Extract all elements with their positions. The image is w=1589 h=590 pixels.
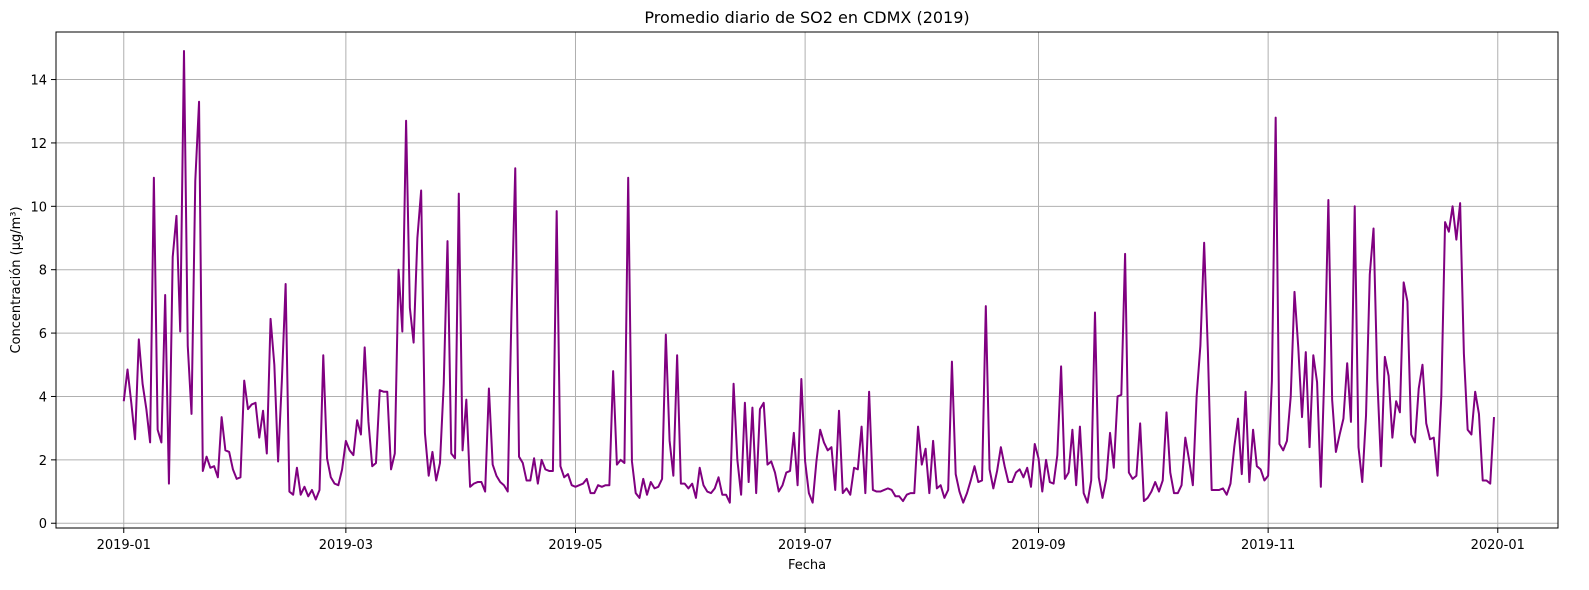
x-axis-title: Fecha (788, 558, 826, 573)
plot-frame (55, 31, 1559, 529)
x-tick-label: 2019-03 (319, 538, 373, 553)
x-tick-label: 2020-01 (1471, 538, 1525, 553)
chart-title: Promedio diario de SO2 en CDMX (2019) (644, 8, 969, 27)
y-tick-label: 6 (39, 327, 47, 342)
y-tick-label: 2 (39, 454, 47, 469)
y-tick-label: 8 (39, 264, 47, 279)
so2-series-line (122, 50, 1496, 504)
x-tick-label: 2019-09 (1011, 538, 1065, 553)
y-tick-label: 14 (30, 74, 47, 89)
x-tick-label: 2019-11 (1241, 538, 1295, 553)
grid-lines (56, 32, 1558, 528)
y-tick-label: 0 (39, 517, 47, 532)
axis-ticks: 2019-01 2019-03 2019-05 2019-07 2019-09 2019-… (30, 74, 1524, 553)
x-tick-label: 2019-01 (97, 538, 151, 553)
y-axis-title: Concentración (µg/m³) (9, 206, 24, 353)
x-tick-label: 2019-07 (778, 538, 832, 553)
x-tick-label: 2019-05 (548, 538, 602, 553)
y-tick-label: 4 (39, 390, 47, 405)
y-tick-label: 12 (30, 137, 47, 152)
y-tick-label: 10 (30, 200, 47, 215)
